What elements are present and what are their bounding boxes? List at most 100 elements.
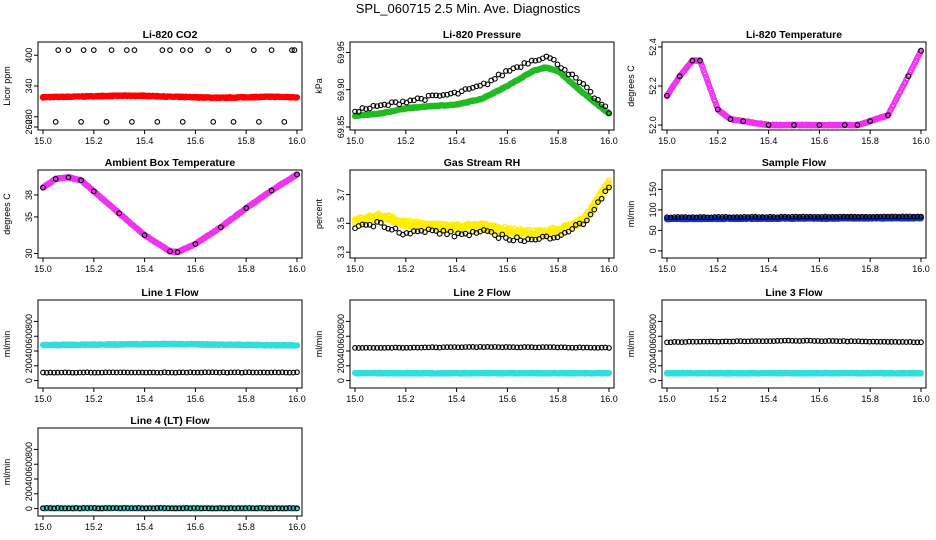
plot-frame [37, 41, 303, 131]
y-tick-label: 3.7 [336, 188, 346, 201]
data-point [708, 87, 715, 94]
data-point [352, 345, 358, 351]
data-point [55, 47, 62, 53]
data-point [131, 47, 138, 53]
x-tick-label: 15.8 [549, 136, 567, 146]
chart-title: Line 3 Flow [765, 287, 823, 299]
data-point [587, 344, 594, 351]
data-point [558, 344, 564, 351]
chart-title: Gas Stream RH [444, 157, 520, 169]
data-point [584, 84, 590, 91]
data-point [510, 344, 517, 350]
data-point [561, 229, 568, 236]
x-tick-label: 15.4 [448, 264, 466, 274]
plot-area [39, 171, 301, 256]
x-tick-label: 16.0 [600, 394, 618, 404]
data-point [745, 214, 751, 220]
data-point [826, 214, 832, 220]
data-point [363, 106, 369, 112]
data-point [495, 235, 502, 242]
data-point [873, 213, 880, 220]
series-raw [52, 47, 298, 125]
y-tick-label: 0 [336, 378, 346, 383]
x-tick-label: 16.0 [600, 136, 618, 146]
data-point [436, 344, 443, 351]
data-point [704, 76, 711, 83]
data-point [429, 227, 436, 234]
data-point [418, 344, 425, 351]
data-point [187, 369, 194, 376]
series-raw [352, 53, 612, 116]
plot-area [663, 337, 925, 377]
data-point [591, 344, 598, 351]
x-tick-label: 15.0 [34, 394, 52, 404]
data-point [727, 116, 734, 123]
data-point [99, 369, 105, 376]
data-point [829, 213, 836, 220]
data-point [792, 213, 799, 220]
data-point [396, 101, 403, 108]
y-tick-label: 38 [24, 190, 34, 200]
data-point [202, 369, 208, 376]
data-point [235, 369, 241, 376]
panel-ambient-box-temperature: Ambient Box Temperature 15.0 15.2 15.4 15.6 1… [0, 154, 312, 282]
data-point [763, 214, 770, 220]
data-point [565, 228, 572, 235]
y-tick-label: 3.3 [336, 246, 346, 259]
data-point [840, 213, 847, 220]
data-point [359, 221, 366, 228]
data-point [246, 369, 252, 376]
data-point [473, 344, 480, 351]
data-point [466, 344, 472, 350]
data-point [480, 80, 487, 87]
data-point [458, 344, 465, 351]
data-point [918, 213, 924, 220]
data-point [595, 199, 601, 206]
data-point [264, 369, 271, 376]
data-point [231, 369, 238, 376]
x-tick-label: 15.8 [237, 394, 255, 404]
y-tick-label: 52.4 [648, 38, 658, 56]
data-point [139, 369, 146, 376]
data-point [279, 369, 286, 376]
data-point [741, 213, 748, 220]
x-tick-label: 15.4 [760, 264, 778, 274]
y-tick-label: 69.85 [336, 116, 346, 139]
data-point [65, 47, 72, 53]
y-tick-label: 600 [336, 329, 346, 344]
series-averaged [663, 47, 925, 129]
series-averaged [39, 340, 301, 349]
data-point [851, 213, 858, 220]
data-point [179, 47, 186, 53]
x-tick-label: 15.6 [811, 394, 829, 404]
data-point [289, 47, 295, 53]
data-point [116, 210, 123, 217]
data-point [187, 47, 194, 53]
data-point [129, 119, 135, 125]
data-point [43, 369, 50, 376]
data-point [462, 86, 469, 92]
data-point [837, 213, 843, 220]
data-point [227, 369, 234, 376]
y-tick-label: 400 [24, 344, 34, 359]
x-tick-label: 15.8 [861, 136, 879, 146]
series-averaged [351, 369, 613, 377]
data-point [388, 99, 395, 106]
data-point [785, 214, 792, 220]
data-point [253, 369, 260, 376]
data-point [165, 369, 172, 376]
data-point [682, 214, 689, 220]
data-point [595, 96, 601, 103]
data-point [403, 344, 410, 351]
data-point [495, 344, 502, 350]
data-point [561, 344, 568, 351]
data-point [433, 92, 439, 99]
data-point [892, 213, 899, 220]
y-axis-label: ml/min [314, 331, 324, 358]
data-point [517, 237, 524, 244]
data-point [106, 369, 113, 376]
